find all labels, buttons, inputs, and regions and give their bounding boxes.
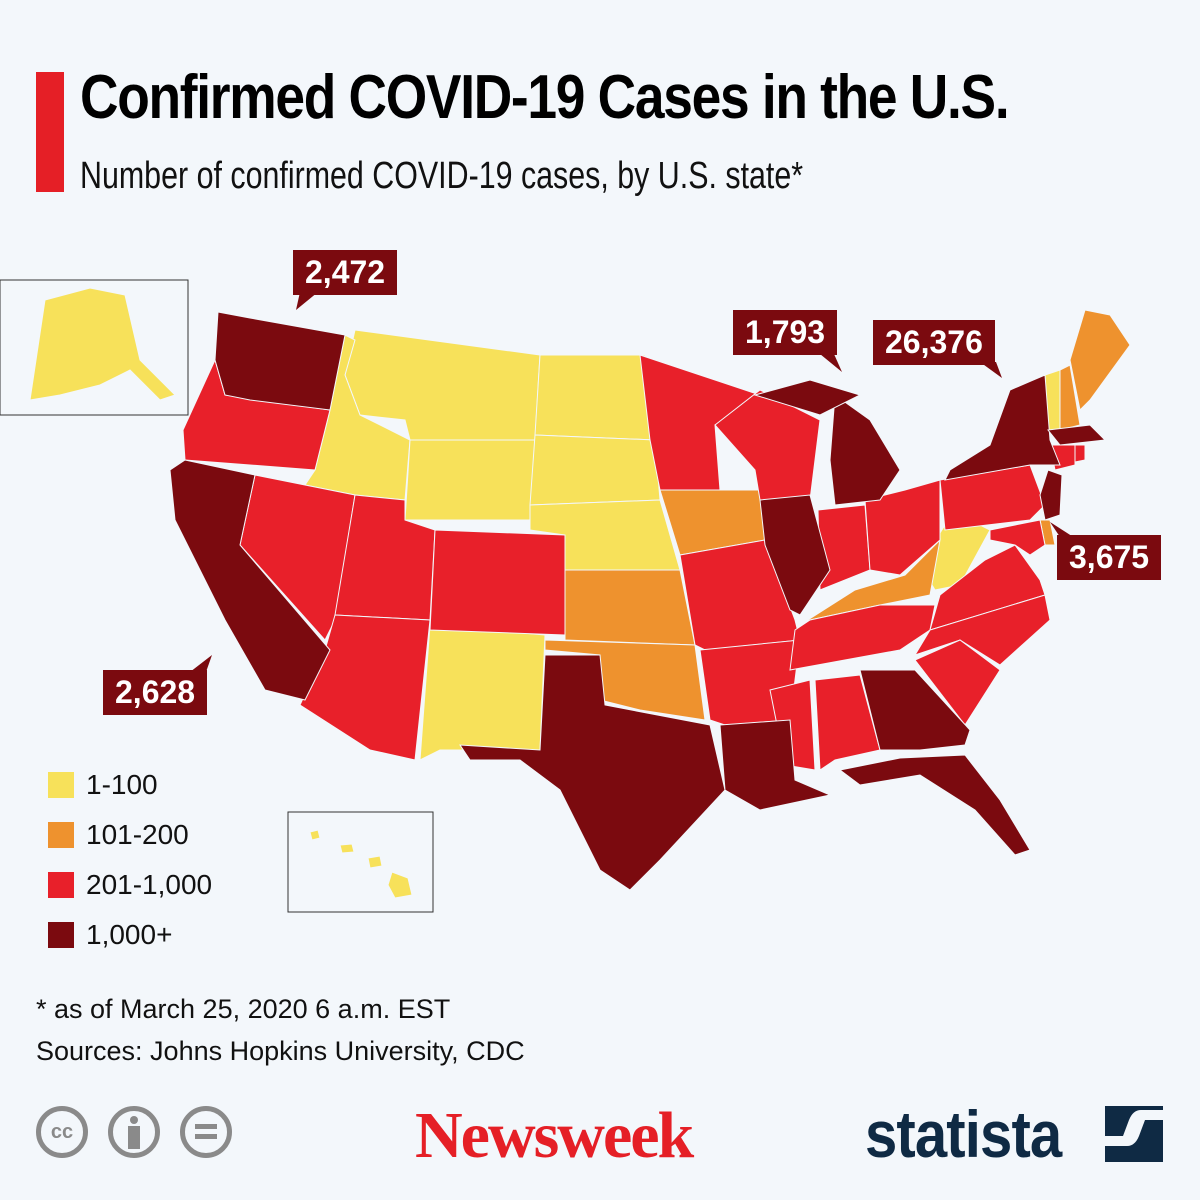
legend-swatch — [48, 822, 74, 848]
state-nj — [1039, 469, 1063, 521]
state-ok — [544, 639, 706, 721]
legend-item: 1-100 — [48, 760, 212, 810]
newsweek-logo: Newsweek — [415, 1099, 694, 1172]
page-subtitle: Number of confirmed COVID-19 cases, by U… — [80, 155, 804, 197]
alaska-inset-frame — [0, 279, 189, 416]
attribution-icon — [108, 1106, 160, 1158]
state-ak — [29, 287, 176, 401]
creative-commons-icon: cc — [36, 1106, 88, 1158]
state-sd — [529, 434, 661, 506]
legend-swatch — [48, 872, 74, 898]
state-ri — [1074, 444, 1086, 463]
callout-michigan: 1,793 — [733, 310, 838, 355]
legend-item: 1,000+ — [48, 910, 212, 960]
legend-label: 201-1,000 — [86, 869, 213, 900]
state-oh — [864, 479, 941, 576]
state-nc — [913, 594, 1051, 666]
state-fl — [838, 754, 1031, 856]
state-nh — [1059, 364, 1081, 431]
state-nm — [419, 624, 546, 761]
state-hi — [339, 843, 355, 854]
state-ga — [859, 669, 971, 751]
footnote: * as of March 25, 2020 6 a.m. EST — [36, 994, 451, 1024]
callout-washington: 2,472 — [293, 250, 398, 295]
state-ks — [564, 569, 696, 646]
callout-new-jersey: 3,675 — [1057, 535, 1162, 580]
legend-label: 101-200 — [86, 819, 189, 850]
state-al — [814, 674, 881, 771]
legend-item: 201-1,000 — [48, 860, 212, 910]
state-ny — [944, 374, 1061, 481]
state-me — [1069, 309, 1131, 412]
title-accent-bar — [36, 72, 64, 192]
state-az — [299, 614, 431, 761]
state-in — [817, 504, 871, 591]
state-la — [719, 719, 832, 811]
page-title: Confirmed COVID-19 Cases in the U.S. — [80, 63, 1010, 132]
legend: 1-100 101-200 201-1,000 1,000+ — [48, 760, 212, 960]
state-wa — [214, 311, 346, 411]
state-tx — [459, 654, 726, 891]
state-il — [759, 494, 831, 616]
no-derivatives-icon — [180, 1106, 232, 1158]
legend-swatch — [48, 772, 74, 798]
state-mn — [639, 354, 762, 491]
state-mi — [753, 379, 862, 416]
callout-pointer — [296, 292, 318, 310]
state-wy — [404, 439, 536, 521]
state-hi — [387, 871, 413, 899]
statista-logo-icon — [1105, 1106, 1163, 1162]
callout-pointer — [980, 362, 1002, 378]
callout-pointer — [820, 354, 842, 372]
legend-item: 101-200 — [48, 810, 212, 860]
statista-logo: statista — [865, 1097, 1062, 1171]
state-hi — [367, 855, 383, 869]
legend-swatch — [48, 922, 74, 948]
callout-new-york: 26,376 — [873, 320, 995, 365]
state-hi — [309, 829, 321, 841]
state-nd — [534, 354, 656, 441]
hawaii-inset-frame — [287, 811, 434, 913]
state-md — [989, 519, 1046, 556]
state-ma — [1047, 424, 1107, 446]
state-ca — [169, 459, 331, 701]
legend-label: 1,000+ — [86, 919, 173, 950]
state-mi — [829, 394, 901, 506]
legend-label: 1-100 — [86, 769, 158, 800]
callout-california: 2,628 — [103, 670, 208, 715]
state-sc — [914, 639, 1001, 726]
sources: Sources: Johns Hopkins University, CDC — [36, 1036, 525, 1066]
state-co — [429, 529, 566, 636]
state-tn — [789, 604, 936, 671]
callout-pointer — [190, 655, 212, 672]
